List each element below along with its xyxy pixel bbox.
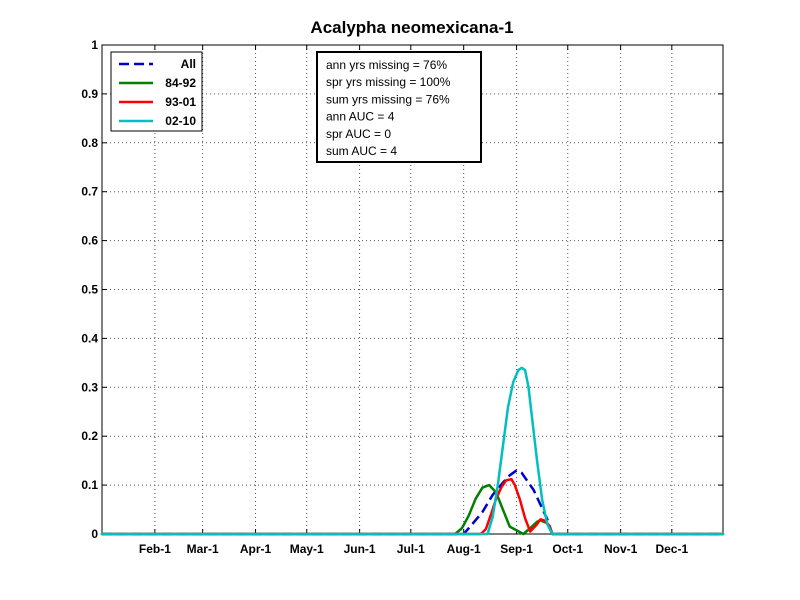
y-tick-label: 0.1: [81, 478, 98, 492]
x-tick-label: Jul-1: [397, 542, 425, 556]
series-lines: [100, 366, 725, 536]
annotation-line: sum AUC = 4: [326, 144, 397, 158]
y-tick-label: 0.8: [81, 136, 98, 150]
x-tick-label: Sep-1: [500, 542, 533, 556]
annotation-frame: [316, 51, 482, 163]
grid: [102, 45, 723, 534]
axes: 0 0.1 0.2 0.3 0.4 0.5 0.6 0.7 0.8 0.9 1 Feb-1 Mar-1 A…: [81, 38, 723, 556]
annotation-line: spr yrs missing = 100%: [326, 75, 451, 89]
series-line-02-10: [100, 366, 725, 536]
chart-title: Acalypha neomexicana-1: [310, 18, 513, 37]
annotation-line: sum yrs missing = 76%: [326, 92, 450, 106]
x-tick-label: Jun-1: [344, 542, 376, 556]
y-tick-label: 0.9: [81, 87, 98, 101]
y-tick-label: 0.4: [81, 331, 98, 345]
y-tick-label: 0.6: [81, 234, 98, 248]
x-tick-label: Apr-1: [240, 542, 272, 556]
annotation-line: ann yrs missing = 76%: [326, 58, 447, 72]
y-tick-label: 0.2: [81, 429, 98, 443]
annotation-box: ann yrs missing = 76% spr yrs missing = 1…: [316, 51, 482, 163]
annotation-line: spr AUC = 0: [326, 127, 391, 141]
legend-label: 93-01: [165, 95, 196, 109]
x-tick-label: Feb-1: [139, 542, 171, 556]
x-tick-label: Nov-1: [604, 542, 638, 556]
legend-label: 84-92: [165, 76, 196, 90]
series-line-84-92: [100, 483, 725, 536]
x-tick-label: Dec-1: [655, 542, 688, 556]
x-tick-label: May-1: [290, 542, 324, 556]
y-tick-label: 0.5: [81, 283, 98, 297]
legend-label: 02-10: [165, 114, 196, 128]
legend-label: All: [181, 57, 196, 71]
y-tick-label: 0.3: [81, 380, 98, 394]
series-line-93-01: [100, 477, 725, 536]
y-tick-label: 1: [91, 38, 98, 52]
x-tick-label: Aug-1: [447, 542, 481, 556]
x-tick-label: Mar-1: [187, 542, 219, 556]
x-tick-label: Oct-1: [552, 542, 583, 556]
y-tick-label: 0: [91, 527, 98, 541]
annotation-line: ann AUC = 4: [326, 110, 395, 124]
y-tick-label: 0.7: [81, 185, 98, 199]
legend: All 84-92 93-01 02-10: [110, 51, 203, 132]
